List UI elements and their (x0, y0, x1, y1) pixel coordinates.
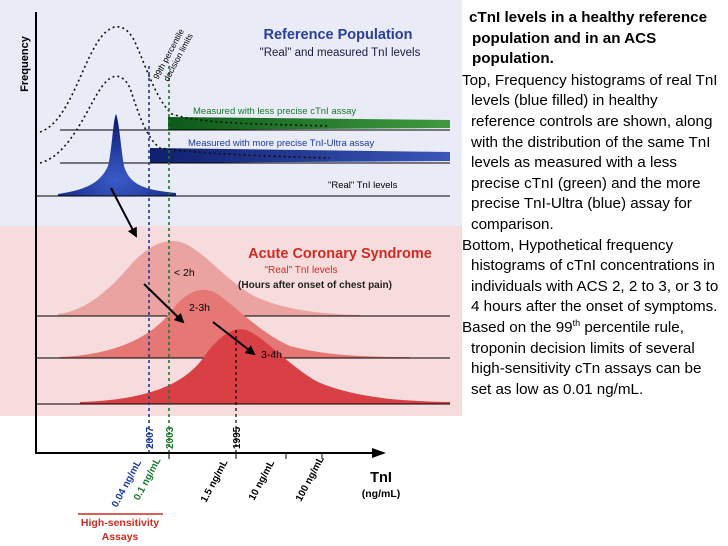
x-axis-label: TnI (370, 470, 392, 486)
more-precise-tail (150, 148, 450, 163)
caption-paragraph-bottom: Bottom, Hypothetical frequency histogram… (462, 236, 719, 316)
caption-rule-start: Based on the 99 (462, 318, 573, 336)
arrow-top-to-bottom (110, 187, 137, 238)
acs-subtitle: "Real" TnI levels (264, 265, 337, 276)
x-axis-unit: (ng/mL) (362, 488, 401, 500)
reference-panel-background (0, 0, 462, 226)
x-tick-label-1-5: 1.5 ng/mL (199, 458, 231, 504)
acs-curve-lt2h (58, 241, 360, 316)
caption-rule-end: percentile rule, troponin decision limit… (471, 318, 702, 398)
acs-subtitle-hours: (Hours after onset of chest pain) (238, 280, 392, 291)
acs-curve-2to3h (60, 289, 410, 358)
hs-label-line2: Assays (102, 531, 139, 543)
year-label-1995: 1995 (232, 426, 243, 449)
year-label-2003: 2003 (165, 426, 176, 449)
caption: cTnI levels in a healthy reference popul… (462, 8, 724, 400)
reference-subtitle: "Real" and measured TnI levels (260, 47, 421, 59)
acs-curve-3to4h (80, 329, 450, 404)
less-precise-tail (168, 117, 450, 130)
arrow-2to3h-to-3to4h (212, 321, 256, 356)
more-precise-curve (39, 75, 331, 164)
caption-paragraph-rule: Based on the 99th percentile rule, tropo… (462, 318, 724, 400)
hs-label-line1: High-sensitivity (81, 517, 159, 529)
troponin-diagram: Frequency Reference Population "Real" an… (0, 0, 462, 543)
caption-rule-sup: th (572, 317, 581, 328)
x-tick-label-10: 10 ng/mL (247, 458, 277, 502)
diagram-svg: Frequency Reference Population "Real" an… (0, 0, 462, 543)
x-tick-label-100: 100 ng/mL (294, 455, 327, 504)
less-precise-label: Measured with less precise cTnI assay (193, 106, 356, 117)
caption-paragraph-top: Top, Frequency histograms of real TnI le… (462, 71, 718, 233)
real-tni-peak (58, 114, 176, 196)
curve-label-2to3h: 2-3h (189, 302, 210, 314)
real-levels-label: "Real" TnI levels (328, 180, 398, 191)
curve-label-lt2h: < 2h (174, 267, 195, 279)
reference-title: Reference Population (263, 27, 412, 43)
more-precise-label: Measured with more precise TnI-Ultra ass… (188, 138, 374, 149)
y-axis-label: Frequency (19, 35, 31, 92)
year-label-2007: 2007 (145, 426, 156, 449)
less-precise-curve (39, 25, 331, 133)
caption-title: cTnI levels in a healthy reference popul… (469, 9, 708, 68)
curve-label-3to4h: 3-4h (261, 349, 282, 361)
x-axis-arrow-icon (372, 448, 386, 458)
acs-title: Acute Coronary Syndrome (248, 246, 432, 262)
arrow-lt2h-to-2to3h (143, 283, 185, 324)
